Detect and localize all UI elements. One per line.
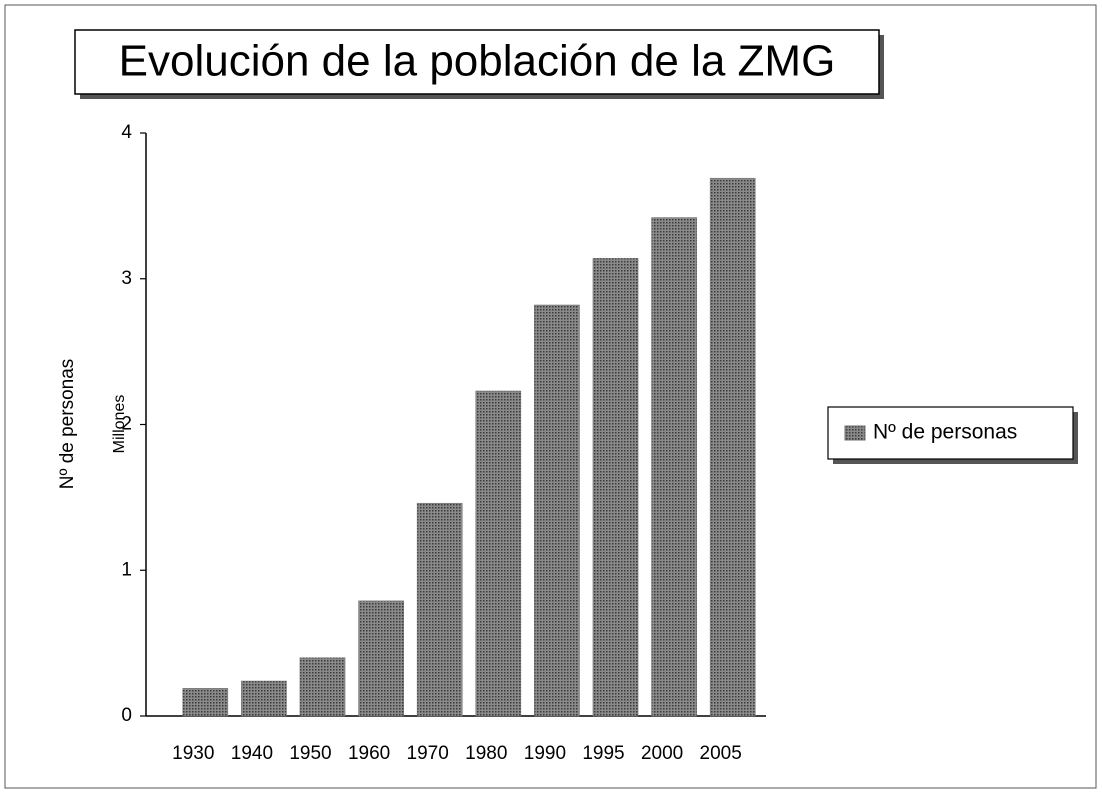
x-tick-label: 2005 [700, 743, 742, 764]
x-tick-label: 1940 [231, 743, 273, 764]
bar [534, 304, 580, 717]
x-tick-label: 1950 [289, 743, 331, 764]
x-tick-label: 1990 [524, 743, 566, 764]
x-tick-label: 1995 [582, 743, 624, 764]
y-tick-label: 2 [121, 414, 132, 435]
y-tick-label: 1 [121, 559, 132, 580]
bar [358, 600, 404, 717]
y-axis-label: Nº de personas [57, 359, 78, 490]
y-tick-label: 0 [121, 705, 132, 726]
x-tick-label: 1960 [348, 743, 390, 764]
bar [241, 680, 287, 717]
y-tick-label: 3 [121, 268, 132, 289]
x-tick-label: 1970 [407, 743, 449, 764]
x-tick-label: 1930 [172, 743, 214, 764]
title-box [74, 29, 880, 95]
bar [592, 258, 639, 717]
x-tick-label: 1980 [465, 743, 507, 764]
y-tick-label: 4 [121, 122, 132, 143]
bar [299, 657, 346, 717]
bar [182, 688, 229, 717]
legend-swatch [844, 425, 866, 441]
bar [416, 502, 463, 717]
legend-box [827, 406, 1074, 460]
legend-label: Nº de personas [873, 421, 1017, 444]
frame [4, 4, 1097, 789]
chart-title: Evolución de la población de la ZMG [119, 37, 836, 86]
bar [475, 390, 522, 717]
x-tick-label: 2000 [641, 743, 683, 764]
y-axis-label: Millones [111, 395, 128, 454]
bar [709, 177, 756, 717]
bar [651, 217, 697, 717]
